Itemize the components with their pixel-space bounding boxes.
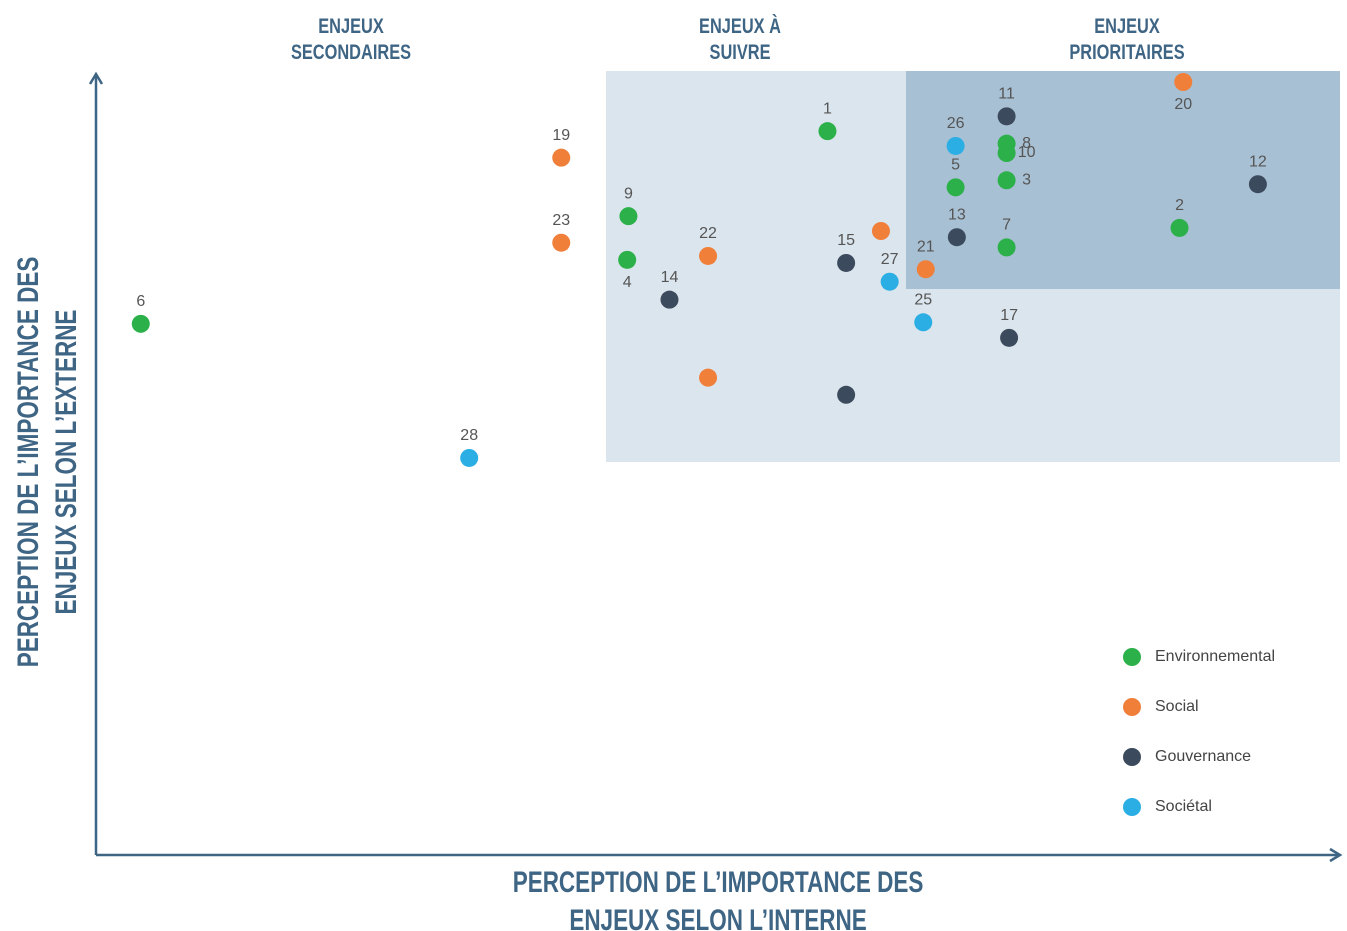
legend-label: Sociétal [1155,798,1212,815]
point-label: 19 [552,127,570,144]
point [871,222,890,240]
point [1170,218,1189,237]
point-label: 17 [1000,307,1018,324]
point [997,238,1016,257]
point [946,178,965,197]
point-label: 1 [823,100,832,117]
zone-title: ENJEUX [318,14,384,37]
point [946,136,965,155]
point-label: 11 [998,86,1015,103]
zone-title: ENJEUX À [699,14,781,37]
point [1000,328,1019,347]
point [997,107,1016,126]
legend-swatch [1123,698,1141,716]
point-label: 6 [136,293,145,310]
point-label: 22 [699,225,717,242]
x-axis-title: ENJEUX SELON L’INTERNE [569,903,866,931]
point [914,313,933,332]
point [552,233,571,252]
legend-swatch [1123,798,1141,816]
point-label: 14 [661,269,679,286]
point [818,122,837,141]
axes [88,71,1343,863]
point-label: 23 [552,212,570,229]
point-label: 25 [914,291,932,308]
point-label: 27 [881,251,899,268]
point [460,448,479,467]
point-label: 15 [837,232,855,249]
zone-title: SECONDAIRES [291,40,411,63]
point-label: 21 [917,238,935,255]
zone-title: ENJEUX [1094,14,1160,37]
point [997,144,1016,162]
point [660,290,679,309]
point [699,246,718,265]
point [916,260,935,279]
zone-title: SUIVRE [710,40,771,63]
point [552,148,571,167]
point-label: 10 [1018,144,1036,161]
point [947,228,966,247]
point-label: 13 [948,206,966,223]
point [837,385,856,404]
y-axis-title: ENJEUX SELON L’EXTERNE [49,310,83,615]
y-axis-title: PERCEPTION DE L’IMPORTANCE DES [11,257,45,668]
point [1248,175,1267,194]
point-label: 2 [1175,197,1184,214]
point [699,368,718,387]
point-label: 28 [460,427,478,444]
point [1174,73,1193,92]
zone-priority [906,71,1340,289]
legend-label: Environnemental [1155,648,1275,665]
point-label: 9 [624,185,633,202]
legend-label: Social [1155,698,1199,715]
point [837,253,856,272]
point [618,250,637,269]
point [619,207,638,226]
legend-swatch [1123,748,1141,766]
point [131,314,150,333]
point-label: 8 [1022,135,1031,152]
legend-swatch [1123,648,1141,666]
x-axis-title: PERCEPTION DE L’IMPORTANCE DES [513,865,924,899]
point-label: 4 [623,274,632,291]
zone-title: PRIORITAIRES [1069,40,1184,63]
legend-label: Gouvernance [1155,748,1251,765]
point [997,171,1016,190]
y-arrow [88,71,104,85]
point-label: 26 [947,115,965,132]
point-label: 7 [1002,217,1011,234]
point-label: 3 [1022,172,1031,189]
point [880,272,899,291]
point-label: 20 [1174,96,1192,113]
x-arrow [1329,847,1343,863]
point-label: 12 [1249,153,1267,170]
point-label: 5 [951,157,960,174]
